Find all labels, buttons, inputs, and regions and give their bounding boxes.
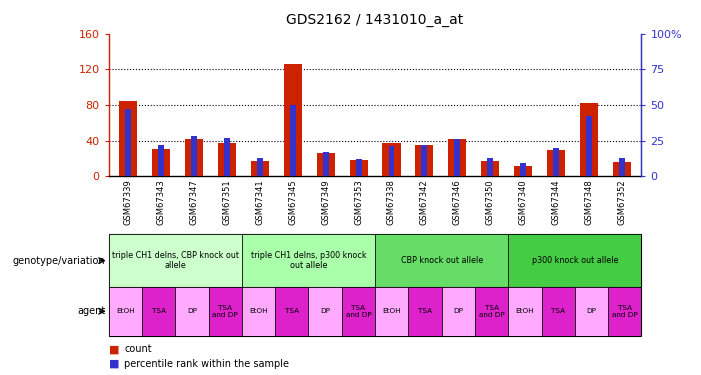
Text: ■: ■	[109, 345, 119, 354]
Bar	[481, 161, 499, 176]
Bar	[242, 234, 375, 287]
Bar	[342, 287, 375, 336]
Bar	[284, 64, 302, 176]
Text: GSM67349: GSM67349	[321, 179, 330, 225]
Bar	[619, 158, 625, 176]
Bar	[586, 116, 592, 176]
Text: GSM67343: GSM67343	[157, 179, 165, 225]
Bar	[442, 287, 475, 336]
Text: triple CH1 delns, p300 knock
out allele: triple CH1 delns, p300 knock out allele	[251, 251, 366, 270]
Bar	[109, 234, 242, 287]
Text: GSM67347: GSM67347	[190, 179, 198, 225]
Bar	[575, 287, 608, 336]
Bar	[175, 287, 209, 336]
Text: GSM67350: GSM67350	[486, 179, 495, 225]
Bar	[383, 143, 400, 176]
Text: GSM67352: GSM67352	[617, 179, 626, 225]
Bar	[152, 148, 170, 176]
Text: GSM67348: GSM67348	[585, 179, 593, 225]
Bar	[421, 145, 428, 176]
Text: GSM67353: GSM67353	[354, 179, 363, 225]
Bar	[415, 145, 433, 176]
Text: GSM67346: GSM67346	[453, 179, 462, 225]
Bar	[553, 148, 559, 176]
Text: DP: DP	[587, 308, 597, 314]
Bar	[355, 159, 362, 176]
Text: EtOH: EtOH	[382, 308, 401, 314]
Text: EtOH: EtOH	[515, 308, 534, 314]
Bar	[119, 102, 137, 176]
Text: GSM67338: GSM67338	[387, 179, 396, 225]
Bar	[218, 143, 236, 176]
Bar	[375, 287, 409, 336]
Text: GSM67339: GSM67339	[124, 179, 133, 225]
Bar	[242, 287, 275, 336]
Bar	[158, 145, 164, 176]
Text: GSM67342: GSM67342	[420, 179, 429, 225]
Text: TSA
and DP: TSA and DP	[612, 305, 638, 318]
Text: DP: DP	[454, 308, 463, 314]
Text: TSA: TSA	[151, 308, 165, 314]
Text: agent: agent	[77, 306, 105, 316]
Bar	[448, 139, 466, 176]
Bar	[257, 158, 263, 176]
Text: GSM67351: GSM67351	[222, 179, 231, 225]
Bar	[290, 105, 296, 176]
Text: GSM67345: GSM67345	[288, 179, 297, 225]
Text: GSM67341: GSM67341	[255, 179, 264, 225]
Text: TSA: TSA	[551, 308, 565, 314]
Text: TSA
and DP: TSA and DP	[479, 305, 505, 318]
Text: DP: DP	[187, 308, 197, 314]
Text: TSA
and DP: TSA and DP	[346, 305, 372, 318]
Text: DP: DP	[320, 308, 330, 314]
Text: count: count	[124, 345, 151, 354]
Bar	[613, 162, 631, 176]
Bar	[487, 158, 493, 176]
Bar	[125, 109, 131, 176]
Bar	[317, 153, 335, 176]
Text: genotype/variation: genotype/variation	[13, 256, 105, 266]
Text: EtOH: EtOH	[116, 308, 135, 314]
Bar	[580, 103, 598, 176]
Bar	[109, 287, 142, 336]
Bar	[209, 287, 242, 336]
Bar	[224, 138, 230, 176]
Text: p300 knock out allele: p300 knock out allele	[531, 256, 618, 265]
Bar	[275, 287, 308, 336]
Text: TSA: TSA	[418, 308, 432, 314]
Bar	[185, 139, 203, 176]
Bar	[409, 287, 442, 336]
Bar	[142, 287, 175, 336]
Bar	[520, 164, 526, 176]
Text: CBP knock out allele: CBP knock out allele	[400, 256, 483, 265]
Bar	[322, 152, 329, 176]
Text: ■: ■	[109, 359, 119, 369]
Bar	[251, 161, 269, 176]
Bar	[388, 146, 395, 176]
Bar	[308, 287, 342, 336]
Bar	[542, 287, 575, 336]
Text: TSA: TSA	[285, 308, 299, 314]
Bar	[508, 234, 641, 287]
Text: percentile rank within the sample: percentile rank within the sample	[124, 359, 289, 369]
Bar	[350, 160, 367, 176]
Bar	[508, 287, 542, 336]
Bar	[608, 287, 641, 336]
Text: TSA
and DP: TSA and DP	[212, 305, 238, 318]
Bar	[514, 166, 532, 176]
Text: GSM67344: GSM67344	[552, 179, 560, 225]
Bar	[475, 287, 508, 336]
Text: GSM67340: GSM67340	[519, 179, 528, 225]
Bar	[191, 136, 197, 176]
Bar	[454, 139, 461, 176]
Text: triple CH1 delns, CBP knock out
allele: triple CH1 delns, CBP knock out allele	[111, 251, 239, 270]
Text: EtOH: EtOH	[249, 308, 268, 314]
Text: GDS2162 / 1431010_a_at: GDS2162 / 1431010_a_at	[287, 13, 463, 27]
Bar	[375, 234, 508, 287]
Bar	[547, 150, 565, 176]
